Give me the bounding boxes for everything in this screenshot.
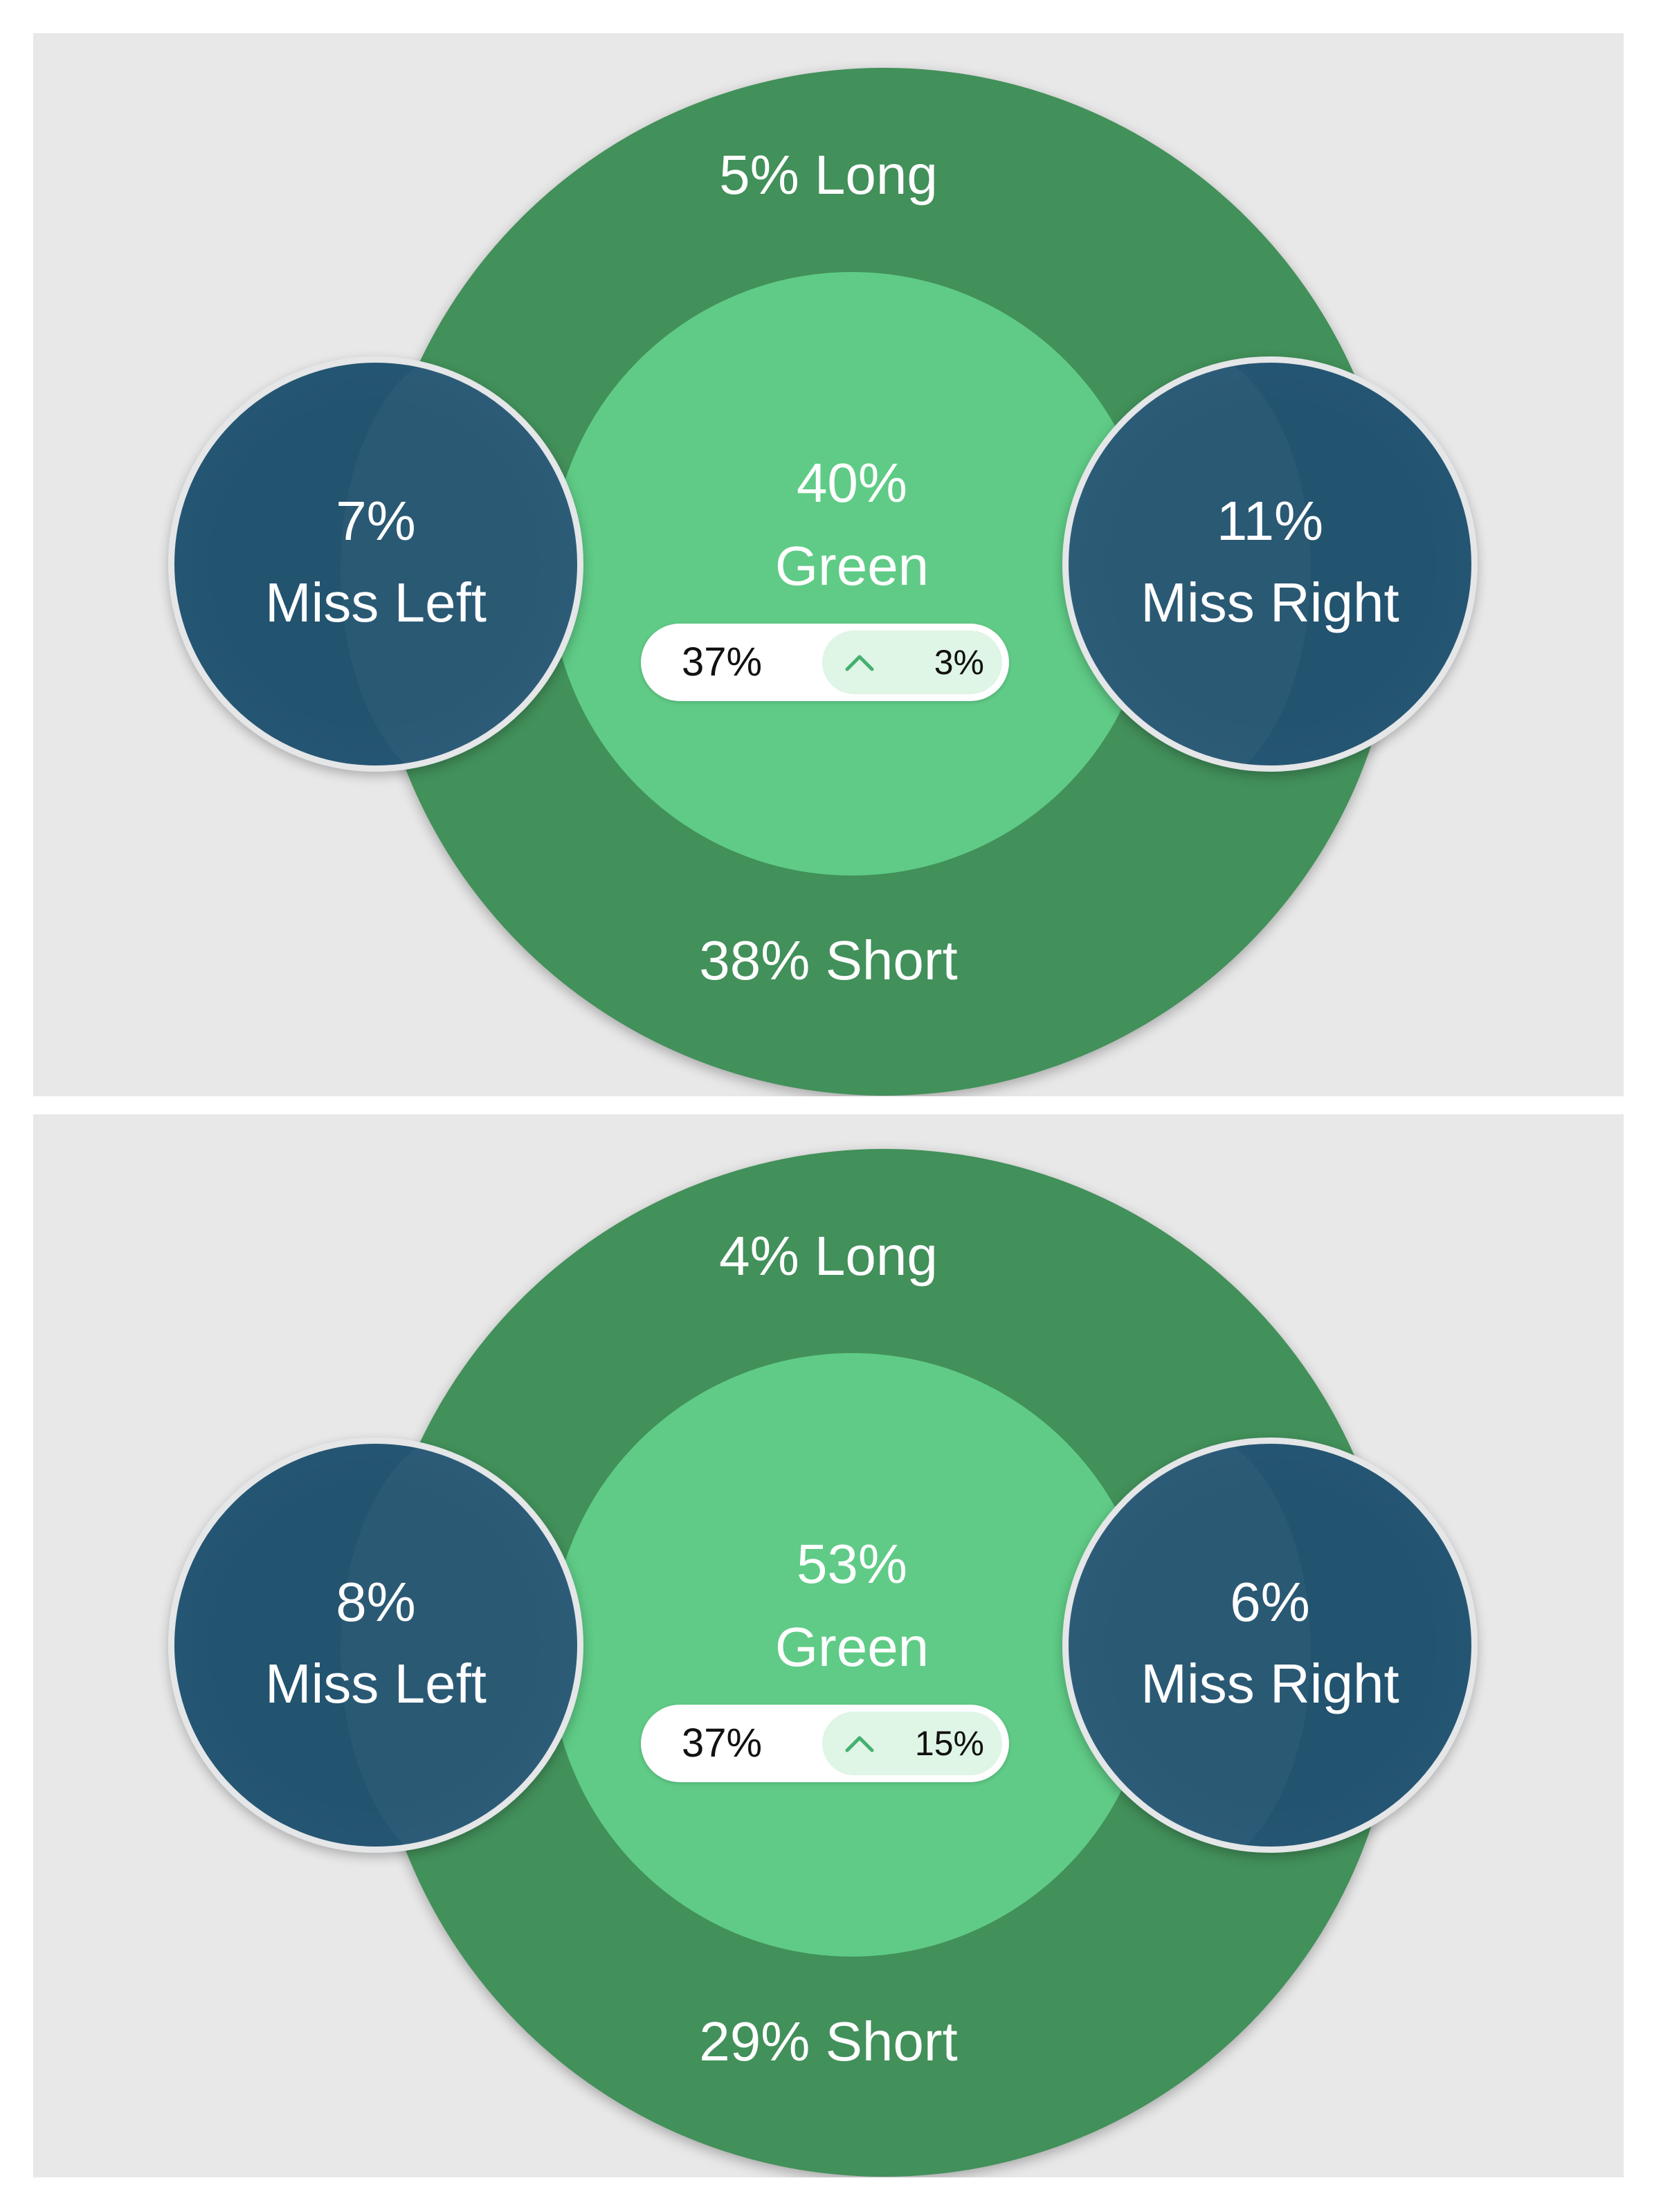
miss-left-circle: 7% Miss Left bbox=[168, 356, 583, 772]
miss-left-percentage: 8% bbox=[336, 1571, 416, 1633]
miss-left-circle: 8% Miss Left bbox=[168, 1438, 583, 1853]
miss-right-label: Miss Right bbox=[1141, 572, 1399, 633]
long-stat: 5% Long bbox=[719, 144, 938, 206]
long-stat: 4% Long bbox=[719, 1225, 938, 1287]
baseline-percentage: 37% bbox=[681, 1721, 763, 1766]
miss-left-label: Miss Left bbox=[264, 1653, 487, 1714]
green-label: Green bbox=[774, 1616, 929, 1678]
change-percentage: 15% bbox=[914, 1724, 984, 1763]
miss-right-label: Miss Right bbox=[1141, 1653, 1399, 1714]
comparison-pill: 37% 3% bbox=[641, 624, 1009, 701]
miss-right-circle: 6% Miss Right bbox=[1062, 1438, 1478, 1853]
change-chip: 3% bbox=[822, 631, 1002, 694]
chevron-up-icon bbox=[845, 655, 874, 671]
miss-left-label: Miss Left bbox=[264, 572, 487, 633]
miss-right-percentage: 11% bbox=[1216, 490, 1324, 552]
green-percentage: 40% bbox=[796, 452, 908, 514]
green-circle bbox=[550, 1353, 1154, 1957]
green-label: Green bbox=[774, 535, 929, 597]
change-percentage: 3% bbox=[934, 643, 984, 682]
chevron-up-icon bbox=[845, 1736, 874, 1752]
change-chip: 15% bbox=[822, 1712, 1002, 1775]
short-stat: 38% Short bbox=[699, 930, 958, 991]
comparison-pill: 37% 15% bbox=[641, 1705, 1009, 1782]
green-percentage: 53% bbox=[796, 1533, 908, 1595]
green-circle bbox=[550, 272, 1154, 876]
miss-right-circle: 11% Miss Right bbox=[1062, 356, 1478, 772]
baseline-percentage: 37% bbox=[681, 640, 763, 685]
approach-stats-panel: 4% Long 29% Short 53% Green 8% Miss Left… bbox=[33, 1114, 1624, 2177]
approach-stats-panel: 5% Long 38% Short 40% Green 7% Miss Left… bbox=[33, 33, 1624, 1096]
miss-right-percentage: 6% bbox=[1230, 1571, 1310, 1633]
short-stat: 29% Short bbox=[699, 2011, 958, 2072]
miss-left-percentage: 7% bbox=[336, 490, 416, 552]
